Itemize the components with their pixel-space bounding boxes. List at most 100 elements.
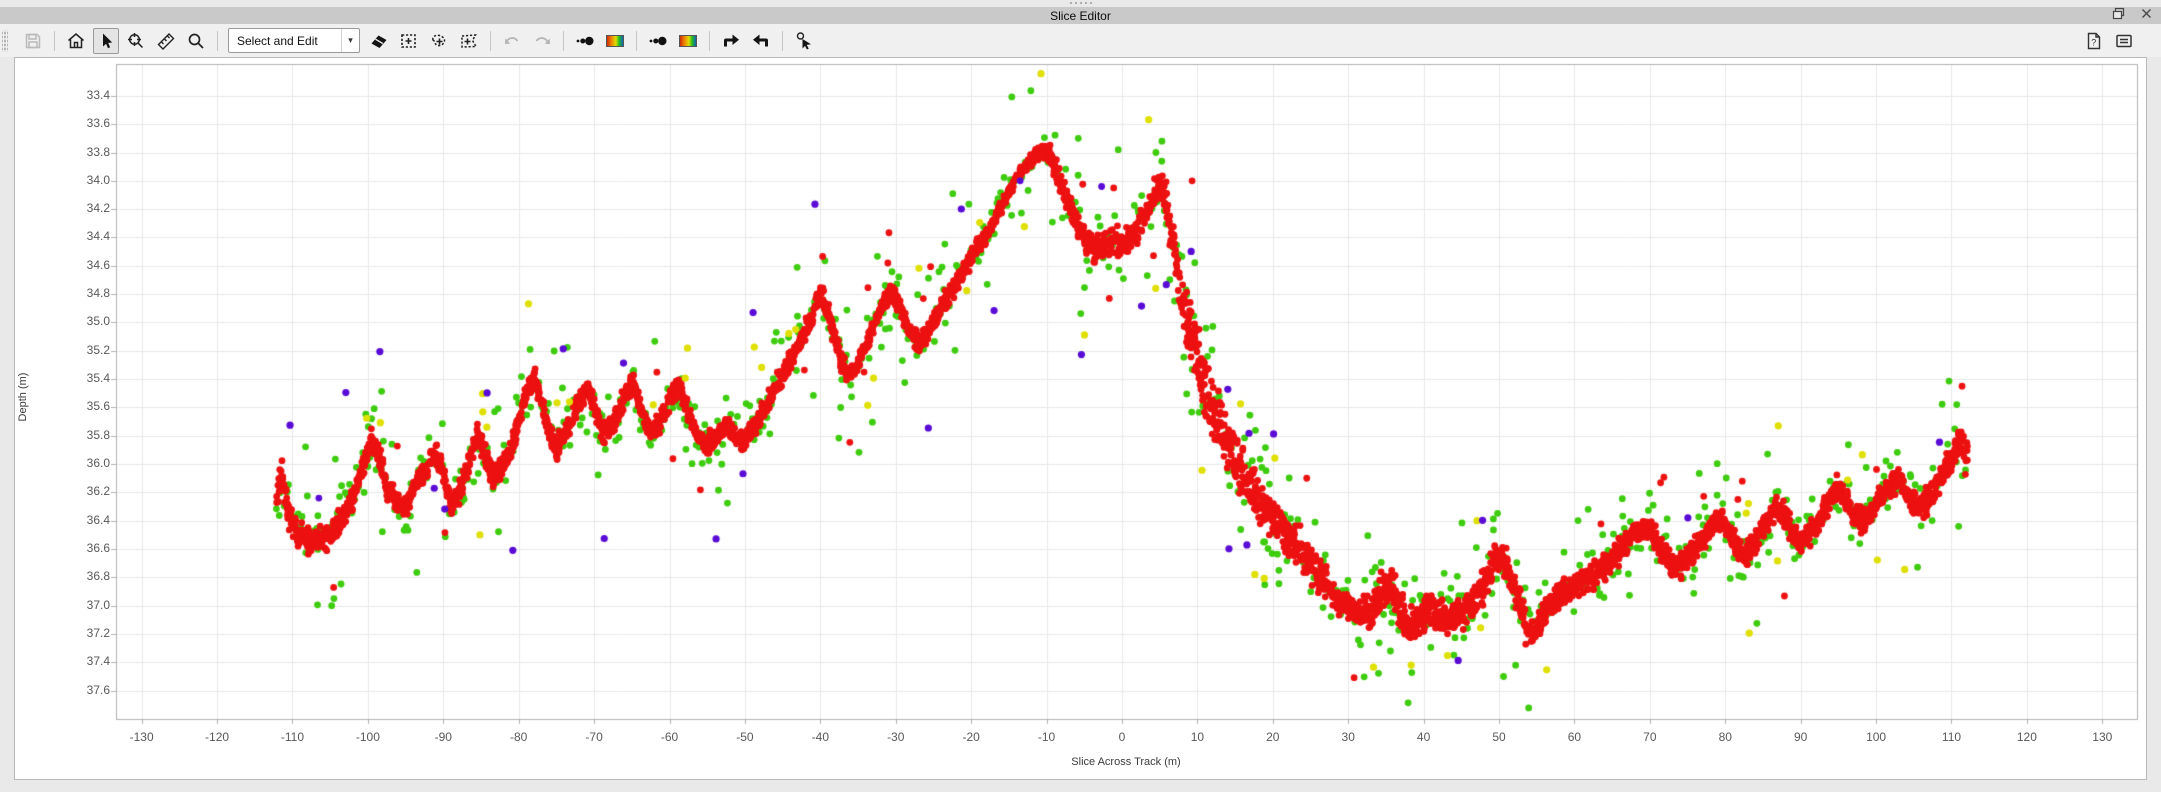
select-cursor-button[interactable]	[93, 27, 119, 54]
save-icon	[25, 33, 41, 48]
eraser-button[interactable]	[366, 28, 392, 54]
colormap-2-icon	[679, 34, 697, 47]
y-tick-label: 35.2	[86, 342, 110, 357]
x-tick-label: 60	[1567, 730, 1582, 744]
point-size-2-icon	[649, 36, 667, 45]
x-tick-label: -70	[585, 730, 603, 744]
x-tick-label: -110	[280, 730, 305, 744]
dock-drag-handle[interactable]	[1069, 2, 1092, 4]
lasso-select-add-icon	[432, 34, 446, 46]
save-button[interactable]	[20, 28, 46, 54]
y-tick-label: 34.6	[86, 257, 110, 272]
console-icon	[2116, 34, 2132, 47]
point-size-2-button[interactable]	[645, 28, 671, 54]
y-tick-label: 34.0	[86, 172, 110, 187]
y-tick-label: 33.6	[86, 116, 110, 131]
home-button[interactable]	[63, 28, 89, 54]
x-tick-label: -20	[962, 730, 980, 744]
magnifier-button[interactable]	[183, 28, 209, 54]
pick-point-icon	[796, 31, 811, 49]
undo-button[interactable]	[499, 28, 525, 54]
y-tick-label: 35.6	[86, 399, 110, 414]
x-tick-label: 100	[1866, 730, 1887, 744]
x-tick-label: 90	[1793, 730, 1808, 744]
colormap-button[interactable]	[602, 28, 628, 54]
previous-slice-button[interactable]	[748, 28, 774, 54]
x-tick-label: -50	[736, 730, 754, 744]
x-tick-label: -30	[887, 730, 905, 744]
x-tick-label: -40	[811, 730, 829, 744]
x-tick-label: 20	[1266, 730, 1280, 744]
x-tick-label: -100	[355, 730, 380, 744]
y-tick-label: 34.8	[86, 286, 110, 301]
next-slice-icon	[724, 34, 739, 46]
y-tick-label: 36.2	[86, 484, 110, 499]
x-tick-label: -90	[434, 730, 452, 744]
x-tick-label: -130	[129, 730, 154, 744]
edit-mode-value: Select and Edit	[237, 33, 318, 48]
zoom-select-icon	[128, 32, 144, 48]
y-tick-label: 37.6	[86, 682, 110, 697]
titlebar[interactable]: Slice Editor	[0, 7, 2161, 24]
dock-top-strip	[0, 0, 2161, 7]
magnifier-icon	[188, 33, 204, 49]
x-tick-label: 120	[2016, 730, 2037, 744]
x-tick-label: 30	[1341, 730, 1355, 744]
x-tick-label: 50	[1492, 730, 1506, 744]
svg-text:?: ?	[2091, 37, 2096, 47]
polygon-select-add-button[interactable]	[456, 28, 482, 54]
eraser-icon	[371, 35, 387, 48]
y-tick-label: 37.4	[86, 654, 110, 669]
close-icon	[2141, 8, 2151, 18]
float-window-button[interactable]	[2111, 6, 2125, 20]
redo-button[interactable]	[529, 28, 555, 54]
x-tick-label: 80	[1718, 730, 1732, 744]
x-tick-label: 70	[1643, 730, 1657, 744]
close-window-button[interactable]	[2139, 6, 2153, 20]
y-tick-label: 33.4	[86, 87, 110, 102]
rect-select-add-icon	[401, 33, 416, 48]
ruler-button[interactable]	[153, 28, 179, 54]
x-tick-label: 110	[1941, 730, 1962, 744]
home-icon	[68, 32, 84, 48]
edit-mode-dropdown[interactable]: Select and Edit ▾	[228, 28, 360, 53]
console-button[interactable]	[2111, 28, 2137, 54]
y-tick-label: 35.8	[86, 427, 110, 442]
toolbar: Select and Edit ▾	[0, 24, 2161, 57]
slice-scatter-canvas[interactable]	[15, 58, 2148, 781]
rect-select-add-button[interactable]	[396, 28, 422, 54]
y-tick-label: 36.8	[86, 569, 110, 584]
y-tick-label: 34.2	[86, 201, 110, 216]
y-tick-label: 34.4	[86, 229, 110, 244]
x-tick-label: -120	[205, 730, 230, 744]
y-tick-label: 33.8	[86, 144, 110, 159]
y-tick-label: 37.2	[86, 626, 110, 641]
x-tick-label: -10	[1037, 730, 1056, 744]
y-axis-title: Depth (m)	[17, 372, 29, 422]
slice-plot-panel: 33.4 33.6 33.8 34.0 34.2 34.4 34.6 34.8 35.0 35.2…	[14, 57, 2148, 781]
y-tick-label: 36.4	[86, 512, 110, 527]
x-axis-title: Slice Across Track (m)	[1071, 756, 1181, 768]
y-tick-label: 35.4	[86, 371, 110, 386]
y-tick-label: 36.6	[86, 541, 110, 556]
next-slice-button[interactable]	[718, 28, 744, 54]
x-tick-label: 130	[2092, 730, 2113, 744]
zoom-select-button[interactable]	[123, 28, 149, 54]
toolbar-drag-handle[interactable]	[2, 29, 8, 52]
lasso-select-add-button[interactable]	[426, 28, 452, 54]
x-tick-label: 10	[1190, 730, 1205, 744]
float-icon	[2112, 7, 2124, 19]
select-cursor-icon	[103, 33, 113, 48]
redo-icon	[535, 36, 550, 44]
chevron-down-icon: ▾	[341, 29, 359, 52]
point-size-button[interactable]	[572, 28, 598, 54]
colormap-2-button[interactable]	[675, 28, 701, 54]
whats-this-button[interactable]: ?	[2081, 28, 2107, 54]
ruler-icon	[157, 32, 175, 50]
x-tick-label: -80	[510, 730, 528, 744]
pick-point-button[interactable]	[791, 28, 817, 54]
window-title: Slice Editor	[1050, 8, 1111, 23]
point-size-icon	[576, 36, 594, 45]
previous-slice-icon	[753, 34, 768, 46]
